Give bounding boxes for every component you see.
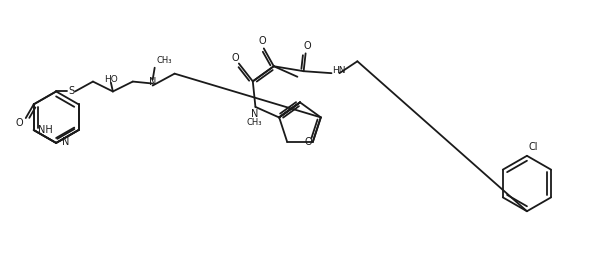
Text: Cl: Cl [529,142,539,152]
Text: HN: HN [332,66,346,75]
Text: HO: HO [104,75,118,84]
Text: CH₃: CH₃ [157,56,172,65]
Text: CH₃: CH₃ [247,118,262,127]
Text: O: O [16,118,23,128]
Text: N: N [251,109,258,119]
Text: N: N [62,137,69,147]
Text: NH: NH [38,125,53,135]
Text: O: O [304,137,311,147]
Text: O: O [258,36,265,47]
Text: S: S [68,86,74,97]
Text: O: O [304,41,311,51]
Text: O: O [231,52,238,63]
Text: N: N [149,76,156,86]
